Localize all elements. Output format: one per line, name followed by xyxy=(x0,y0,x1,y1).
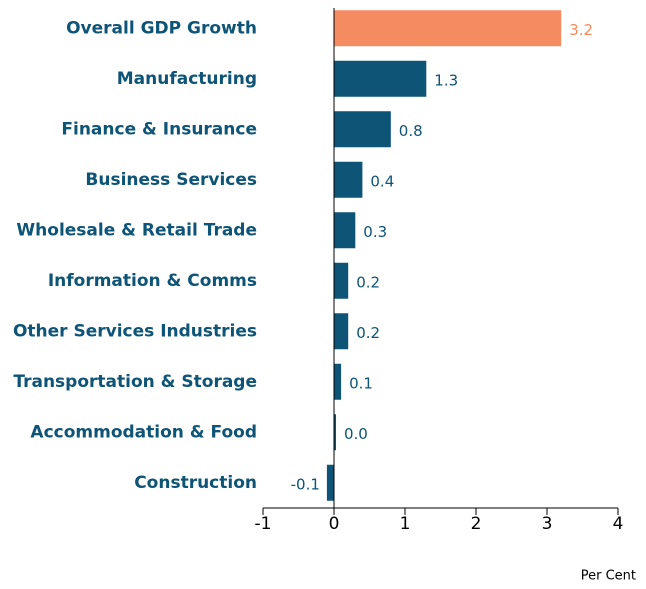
x-tick-label: 2 xyxy=(471,514,482,534)
category-label: Business Services xyxy=(85,170,257,190)
value-label: -0.1 xyxy=(291,475,320,493)
bar xyxy=(334,212,356,249)
value-label: 3.2 xyxy=(569,21,593,39)
bar xyxy=(334,262,349,299)
bar xyxy=(334,313,349,350)
category-label: Information & Comms xyxy=(48,271,257,291)
x-tick-label: -1 xyxy=(255,514,272,534)
category-label: Accommodation & Food xyxy=(30,422,257,442)
category-label: Other Services Industries xyxy=(13,321,257,341)
bar xyxy=(334,10,562,47)
category-label: Manufacturing xyxy=(117,69,257,89)
category-label: Finance & Insurance xyxy=(61,119,257,139)
x-tick-label: 1 xyxy=(400,514,411,534)
category-label: Wholesale & Retail Trade xyxy=(16,220,257,240)
x-tick-label: 4 xyxy=(613,514,624,534)
category-label: Construction xyxy=(134,473,257,493)
value-label: 0.8 xyxy=(399,122,423,140)
bar xyxy=(334,161,363,198)
value-label: 0.2 xyxy=(356,273,380,291)
x-axis-label: Per Cent xyxy=(581,569,636,584)
bar xyxy=(334,363,342,400)
value-label: 1.3 xyxy=(434,71,458,89)
value-label: 0.3 xyxy=(363,223,387,241)
category-label: Transportation & Storage xyxy=(13,372,257,392)
bar xyxy=(334,60,427,97)
x-tick-label: 0 xyxy=(329,514,340,534)
bar xyxy=(334,111,391,148)
bar xyxy=(334,414,336,451)
value-label: 0.2 xyxy=(356,324,380,342)
category-label: Overall GDP Growth xyxy=(66,18,257,38)
x-tick-label: 3 xyxy=(542,514,553,534)
value-label: 0.4 xyxy=(370,172,394,190)
bar xyxy=(326,464,334,501)
value-label: 0.0 xyxy=(344,425,368,443)
value-label: 0.1 xyxy=(349,374,373,392)
